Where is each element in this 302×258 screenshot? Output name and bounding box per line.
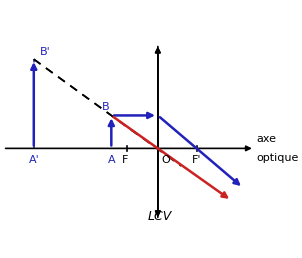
Text: A: A — [108, 155, 115, 165]
Text: F': F' — [192, 155, 201, 165]
Text: optique: optique — [257, 153, 299, 163]
Text: B: B — [102, 102, 109, 111]
Text: B': B' — [40, 47, 50, 57]
Text: axe: axe — [257, 134, 277, 144]
Text: A': A' — [28, 155, 39, 165]
Text: F: F — [122, 155, 128, 165]
Text: O: O — [161, 155, 170, 165]
Text: LCV: LCV — [148, 211, 172, 223]
